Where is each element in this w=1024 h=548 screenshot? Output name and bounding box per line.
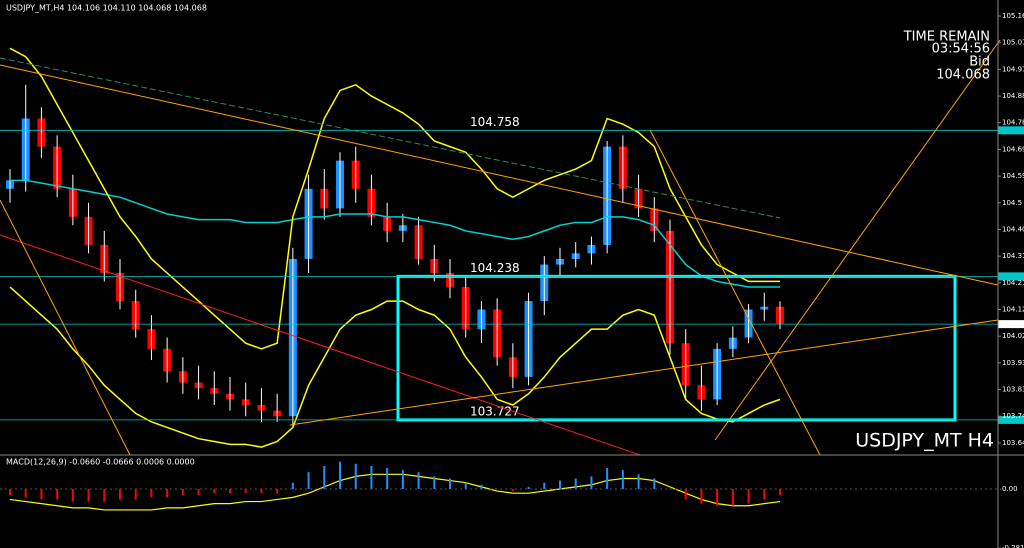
macd-signal: [9, 473, 781, 511]
y-tick-label: 104.12: [1002, 306, 1024, 314]
trend-line: [0, 199, 131, 456]
macd-header: MACD(12,26,9) -0.0660 -0.0666 0.0006 0.0…: [6, 458, 195, 467]
y-tick-label: 104.785: [1002, 119, 1024, 127]
chart-header: USDJPY_MT,H4 104.106 104.110 104.068 104…: [6, 4, 207, 13]
level-tag: [998, 415, 1024, 424]
trend-line: [714, 39, 1001, 441]
y-tick-label: 104.025: [1002, 332, 1024, 340]
y-tick-label: 105.07: [1002, 39, 1024, 47]
trend-line: [649, 129, 821, 456]
y-tick-label: 103.93: [1002, 359, 1024, 367]
y-tick-label: 104.88: [1002, 92, 1024, 100]
level-tag: [998, 320, 1024, 329]
trend-line: [0, 57, 781, 219]
y-tick-label: 104.31: [1002, 252, 1024, 260]
y-tick-label: 104.405: [1002, 225, 1024, 233]
level-tag: [998, 126, 1024, 135]
y-tick-label: 104.69: [1002, 145, 1024, 153]
y-tick-label: 104.215: [1002, 279, 1024, 287]
trend-line: [0, 234, 641, 456]
range-box: [396, 274, 957, 422]
trend-line: [289, 319, 999, 426]
indicator-line: [9, 47, 780, 350]
y-tick-label: 104.975: [1002, 65, 1024, 73]
y-tick-label: 104.5: [1002, 199, 1022, 207]
macd-tick-label: -0.2815: [1002, 544, 1024, 548]
y-tick-label: 103.74: [1002, 412, 1024, 420]
y-tick-label: 104.595: [1002, 172, 1024, 180]
level-label: 103.727: [470, 404, 520, 418]
y-tick-label: 103.835: [1002, 386, 1024, 394]
time-remain-label: TIME REMAIN: [903, 30, 990, 45]
y-tick-label: 103.645: [1002, 439, 1024, 447]
bid-label: Bid: [969, 55, 990, 70]
level-label: 104.238: [470, 261, 520, 275]
symbol-label: USDJPY_MT H4: [855, 430, 994, 452]
time-remain: 03:54:56: [932, 42, 990, 57]
macd-tick-label: 0.00: [1002, 485, 1018, 493]
y-tick-label: 105.165: [1002, 12, 1024, 20]
trend-lines: [0, 39, 1001, 456]
trend-line: [0, 64, 999, 286]
indicator-line: [9, 286, 781, 448]
level-label: 104.758: [470, 115, 520, 129]
level-tag: [998, 272, 1024, 281]
indicator-line: [10, 179, 780, 288]
bid-price: 104.068: [936, 68, 990, 83]
